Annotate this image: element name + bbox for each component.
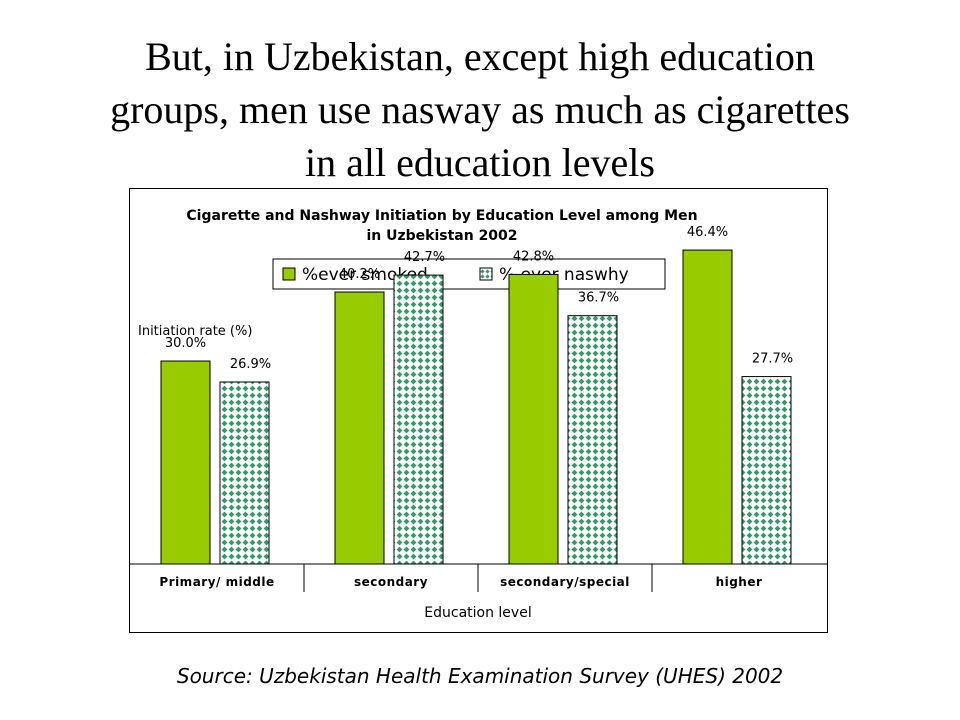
chart-container: Cigarette and Nashway Initiation by Educ… [129,188,828,633]
bar-ever-naswhy-higher [741,376,792,565]
source-note: Source: Uzbekistan Health Examination Su… [176,664,784,688]
data-label-ever-smoked-secondary: 40.2% [339,267,380,282]
bar-ever-smoked-higher [682,249,733,565]
slide-title-line-3: in all education levels [305,140,655,185]
chart-title-line-1: Cigarette and Nashway Initiation by Educ… [186,208,697,224]
data-label-ever-smoked-higher: 46.4% [687,225,728,240]
slide-title-line-2: groups, men use nasway as much as cigare… [110,87,850,132]
x-tick-label-higher: higher [716,575,763,589]
y-axis-label: Initiation rate (%) [138,324,252,339]
data-label-ever-smoked-primary-middle: 30.0% [165,336,206,351]
bars-layer: 30.0% 26.9% 40.2% 42.7% 42.8% 36.7% 46.4% 27.7% [160,225,793,565]
data-label-ever-naswhy-secondary: 42.7% [404,250,445,265]
bar-ever-naswhy-secondary [393,274,444,565]
x-tick-label-primary-middle: Primary/ middle [159,575,274,589]
bar-ever-smoked-secondary-special [508,273,559,565]
x-tick-label-secondary: secondary [354,575,428,589]
bar-chart: Cigarette and Nashway Initiation by Educ… [130,208,827,621]
x-axis-ticks: Primary/ middle secondary secondary/specia… [159,564,762,592]
legend-swatch-smoked [282,267,296,281]
legend-swatch-nasway [479,267,493,281]
bar-ever-naswhy-primary-middle [219,381,270,565]
bar-ever-smoked-primary-middle [160,360,211,565]
x-tick-label-secondary-special: secondary/special [500,575,630,589]
bar-ever-naswhy-secondary-special [567,315,618,565]
x-axis-label: Education level [424,605,531,621]
slide-title-line-1: But, in Uzbekistan, except high educatio… [145,34,815,79]
chart-title-line-2: in Uzbekistan 2002 [366,228,517,244]
slide-title: But, in Uzbekistan, except high educatio… [40,30,920,189]
legend-frame [272,258,666,290]
data-label-ever-naswhy-primary-middle: 26.9% [230,357,271,372]
legend: %ever smoked % ever naswhy [272,258,666,290]
data-label-ever-naswhy-higher: 27.7% [752,352,793,367]
data-label-ever-naswhy-secondary-special: 36.7% [578,291,619,306]
data-label-ever-smoked-secondary-special: 42.8% [513,249,554,264]
bar-ever-smoked-secondary [334,291,385,565]
